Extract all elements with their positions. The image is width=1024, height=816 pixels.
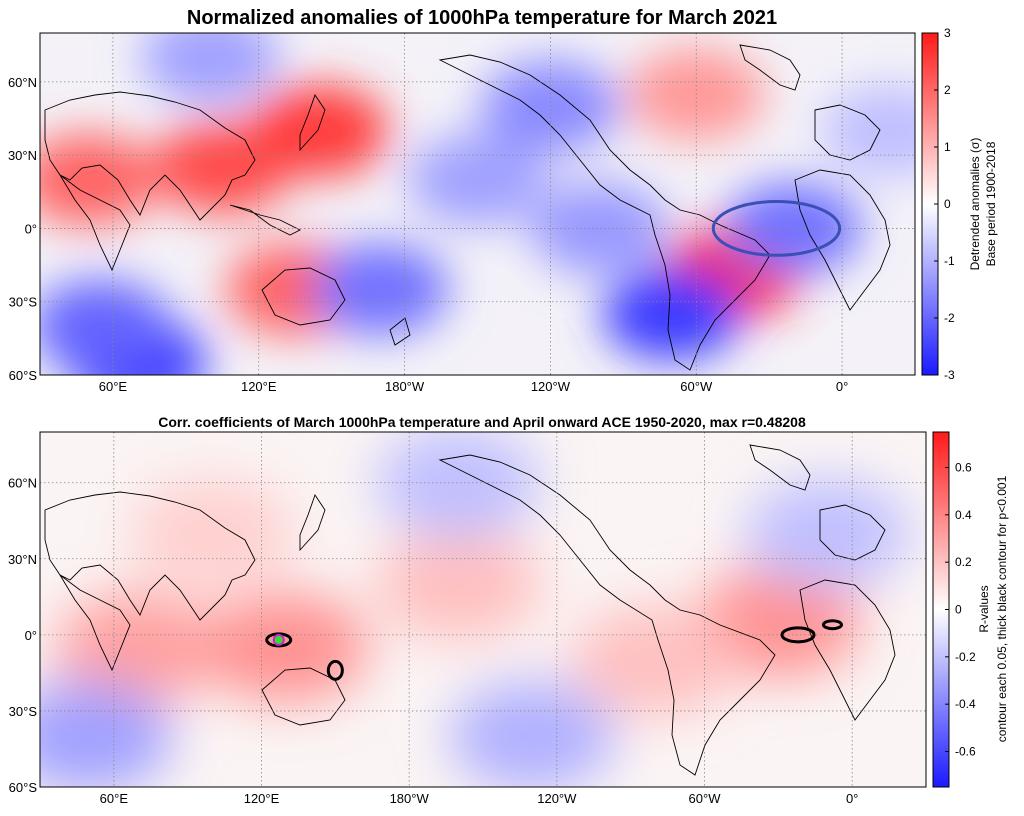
colorbar-tick-label: -2: [944, 311, 955, 325]
x-tick-label: 120°E: [244, 791, 280, 806]
colorbar-tick-label: 0: [955, 603, 962, 617]
colorbar-tick-label: 0.6: [955, 461, 972, 475]
anomaly-blob: [311, 243, 450, 336]
colorbar-tick-label: -0.4: [955, 697, 976, 711]
max-correlation-marker: [272, 633, 285, 646]
anomaly-blob: [375, 432, 541, 538]
anomaly-blob: [449, 681, 615, 787]
anomaly-blob: [203, 592, 369, 703]
anomaly-blob: [530, 182, 669, 275]
x-tick-label: 180°W: [390, 791, 430, 806]
significance-contour: [821, 619, 843, 631]
atlantic-highlight-ellipse: [711, 200, 842, 257]
x-tick-label: 120°E: [241, 379, 277, 394]
panel1-y-axis: 60°N 30°N 0° 30°S 60°S: [8, 75, 37, 383]
anomaly-blob: [250, 84, 389, 177]
panel2-title: Corr. coefficients of March 1000hPa temp…: [158, 414, 806, 430]
y-tick-label: 60°N: [8, 476, 37, 491]
anomaly-blob: [695, 567, 861, 678]
y-tick-label: 0°: [25, 221, 37, 236]
panel1-gridlines: [40, 33, 915, 375]
colorbar-tick-label: -3: [944, 368, 955, 382]
anomaly-blob: [40, 280, 170, 373]
anomaly-blob: [129, 478, 295, 589]
x-tick-label: 60°W: [680, 379, 713, 394]
anomaly-blob: [55, 592, 221, 703]
anomaly-blob: [821, 84, 915, 177]
x-tick-label: 120°W: [531, 379, 571, 394]
panel2-gridlines: [40, 432, 926, 787]
anomaly-blob: [572, 605, 738, 716]
y-tick-label: 60°N: [8, 75, 37, 90]
colorbar-tick-label: -1: [944, 254, 955, 268]
anomaly-blob: [602, 267, 741, 360]
panel1-colorbar-label-line2: Base period 1900-2018: [984, 141, 998, 266]
panel1-x-axis: 60°E 120°E 180°W 120°W 60°W 0°: [99, 379, 849, 394]
panel2-coastlines: [44, 444, 896, 776]
colorbar-tick-label: 1: [944, 140, 951, 154]
y-tick-label: 60°S: [9, 368, 38, 383]
panel2-colorbar-label-line1: R-values: [977, 585, 991, 632]
y-tick-label: 30°N: [8, 148, 37, 163]
x-tick-label: 60°W: [689, 791, 722, 806]
significance-contour: [326, 659, 344, 681]
anomaly-blob: [745, 478, 911, 589]
anomaly-blob: [408, 133, 547, 226]
anomaly-blob: [40, 133, 158, 226]
panel2-frame: [39, 431, 927, 788]
panel2-colorbar: 0.6 0.4 0.2 0 -0.2 -0.4 -0.6 R-values contour …: [932, 431, 1009, 788]
colorbar-tick-label: 0.2: [955, 555, 972, 569]
colorbar-tick-label: 2: [944, 83, 951, 97]
panel1-colorbar-label-line1: Detrended anomalies (σ): [968, 138, 982, 271]
panel2-x-axis: 60°E 120°E 180°W 120°W 60°W 0°: [100, 791, 859, 806]
y-tick-label: 60°S: [9, 780, 38, 795]
anomaly-blob: [141, 33, 280, 104]
panel2-colorbar-label-line2: contour each 0.05, thick black contour f…: [995, 475, 1009, 742]
x-tick-label: 0°: [836, 379, 848, 394]
x-tick-label: 60°E: [99, 379, 128, 394]
x-tick-label: 0°: [846, 791, 858, 806]
panel1-colorbar: 3 2 1 0 -1 -2 -3 Detrended anomalies (σ) Base …: [921, 26, 998, 382]
significance-contour: [780, 626, 816, 644]
panel2-plot: [39, 431, 927, 788]
anomaly-blob: [375, 529, 541, 640]
y-tick-label: 30°N: [8, 552, 37, 567]
colorbar-tick-label: -0.6: [955, 745, 976, 759]
panel1-plot: [39, 32, 916, 376]
colorbar-tick-label: -0.2: [955, 650, 976, 664]
anomaly-blob: [40, 681, 172, 787]
panel1-coastlines: [44, 44, 891, 371]
colorbar-tick-label: 3: [944, 26, 951, 40]
x-tick-label: 120°W: [537, 791, 577, 806]
colorbar-tick-label: 0.4: [955, 508, 972, 522]
panel2-y-axis: 60°N 30°N 0° 30°S 60°S: [8, 476, 37, 795]
y-tick-label: 30°S: [9, 704, 38, 719]
x-tick-label: 60°E: [100, 791, 129, 806]
x-tick-label: 180°W: [385, 379, 425, 394]
panel1-title: Normalized anomalies of 1000hPa temperat…: [187, 7, 777, 29]
y-tick-label: 30°S: [9, 295, 38, 310]
y-tick-label: 0°: [25, 628, 37, 643]
panel1-frame: [39, 32, 916, 376]
colorbar-tick-label: 0: [944, 197, 951, 211]
